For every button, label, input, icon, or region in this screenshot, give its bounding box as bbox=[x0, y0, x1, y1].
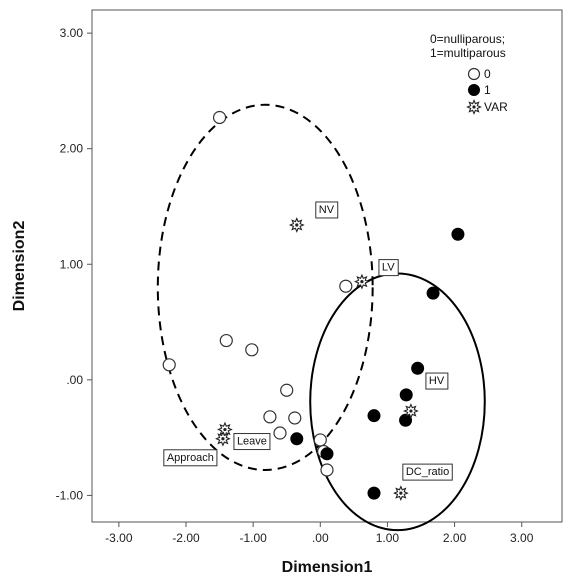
legend-star-icon bbox=[466, 99, 482, 115]
legend-star-icon-center bbox=[472, 105, 476, 109]
point-nulliparous bbox=[280, 383, 294, 397]
y-tick-label: 2.00 bbox=[60, 142, 84, 156]
var-label-text: HV bbox=[429, 375, 445, 387]
legend: 0=nulliparous; 1=multiparous 0 1 VAR bbox=[430, 32, 508, 115]
data-points bbox=[162, 110, 465, 501]
point-multiparous bbox=[320, 447, 334, 461]
point-multiparous bbox=[367, 486, 381, 500]
var-star-lv bbox=[354, 273, 370, 290]
x-axis-title: Dimension1 bbox=[282, 559, 373, 576]
var-label-text: DC_ratio bbox=[406, 466, 449, 478]
point-multiparous bbox=[367, 409, 381, 423]
var-star-nv bbox=[288, 217, 305, 233]
point-multiparous bbox=[290, 432, 304, 446]
point-multiparous bbox=[411, 361, 425, 375]
var-star-dc-ratio-center bbox=[399, 491, 403, 495]
var-star-hv bbox=[403, 403, 419, 419]
var-label-box bbox=[163, 449, 218, 467]
point-multiparous bbox=[426, 286, 440, 300]
point-nulliparous bbox=[245, 343, 259, 357]
axis-ticks: -3.00 -2.00 -1.00 .00 1.00 2.00 3.00 -1.00 .00 1.… bbox=[56, 26, 534, 545]
point-labels: NV LV HV Leave Approach DC_ratio bbox=[163, 201, 453, 481]
point-multiparous bbox=[399, 388, 413, 402]
var-label-text: LV bbox=[382, 262, 395, 274]
point-nulliparous bbox=[263, 410, 277, 424]
var-star-lv-center bbox=[360, 280, 364, 284]
legend-entry-1-label: 1 bbox=[484, 83, 491, 97]
var-label-box bbox=[315, 201, 339, 219]
y-axis-title: Dimension2 bbox=[11, 221, 28, 312]
var-label-nv: NV bbox=[315, 201, 339, 219]
y-tick-label: -1.00 bbox=[56, 488, 84, 502]
y-tick-label: .00 bbox=[66, 373, 83, 387]
point-nulliparous bbox=[288, 411, 302, 425]
point-multiparous bbox=[399, 413, 413, 427]
var-label-text: Leave bbox=[237, 436, 267, 448]
var-label-box bbox=[378, 259, 399, 277]
var-star-approach-center bbox=[221, 437, 225, 441]
point-multiparous bbox=[451, 227, 465, 241]
x-tick-label: 1.00 bbox=[376, 531, 400, 545]
var-star-hv-center bbox=[409, 409, 413, 413]
legend-filled-circle-marker bbox=[468, 84, 480, 96]
legend-title-line-2: 1=multiparous bbox=[430, 46, 506, 60]
var-star-nv-center bbox=[295, 223, 299, 227]
var-label-text: NV bbox=[319, 204, 335, 216]
point-nulliparous bbox=[273, 426, 287, 440]
var-label-hv: HV bbox=[425, 372, 449, 390]
legend-entry-2-label: VAR bbox=[484, 100, 508, 114]
x-tick-label: -1.00 bbox=[239, 531, 267, 545]
var-star-leave bbox=[217, 421, 233, 438]
var-label-box bbox=[402, 463, 453, 481]
var-label-dc-ratio: DC_ratio bbox=[402, 463, 453, 481]
x-tick-label: 2.00 bbox=[443, 531, 467, 545]
x-tick-label: -3.00 bbox=[105, 531, 133, 545]
x-tick-label: 3.00 bbox=[510, 531, 534, 545]
legend-star-marker bbox=[466, 99, 482, 115]
y-tick-label: 1.00 bbox=[60, 257, 84, 271]
dashed-ellipse bbox=[156, 103, 374, 471]
var-label-box bbox=[233, 433, 271, 451]
var-label-leave: Leave bbox=[233, 433, 271, 451]
var-label-lv: LV bbox=[378, 259, 399, 277]
point-nulliparous bbox=[162, 358, 176, 372]
var-star-approach bbox=[215, 430, 231, 447]
point-nulliparous bbox=[339, 279, 353, 293]
legend-title-line-1: 0=nulliparous; bbox=[430, 32, 505, 46]
point-nulliparous bbox=[313, 433, 327, 447]
legend-open-circle-marker bbox=[467, 67, 481, 81]
x-tick-label: .00 bbox=[312, 531, 329, 545]
plot-frame bbox=[91, 9, 563, 523]
var-label-text: Approach bbox=[167, 452, 214, 464]
point-nulliparous bbox=[219, 333, 233, 348]
point-nulliparous bbox=[212, 110, 227, 125]
var-label-box bbox=[425, 372, 449, 390]
y-tick-label: 3.00 bbox=[60, 26, 84, 40]
point-nulliparous bbox=[320, 463, 334, 477]
var-label-approach: Approach bbox=[163, 449, 218, 467]
var-star-leave-center bbox=[223, 427, 227, 432]
legend-entry-0-label: 0 bbox=[484, 67, 491, 81]
x-tick-label: -2.00 bbox=[172, 531, 200, 545]
var-star-dc-ratio bbox=[392, 485, 409, 501]
